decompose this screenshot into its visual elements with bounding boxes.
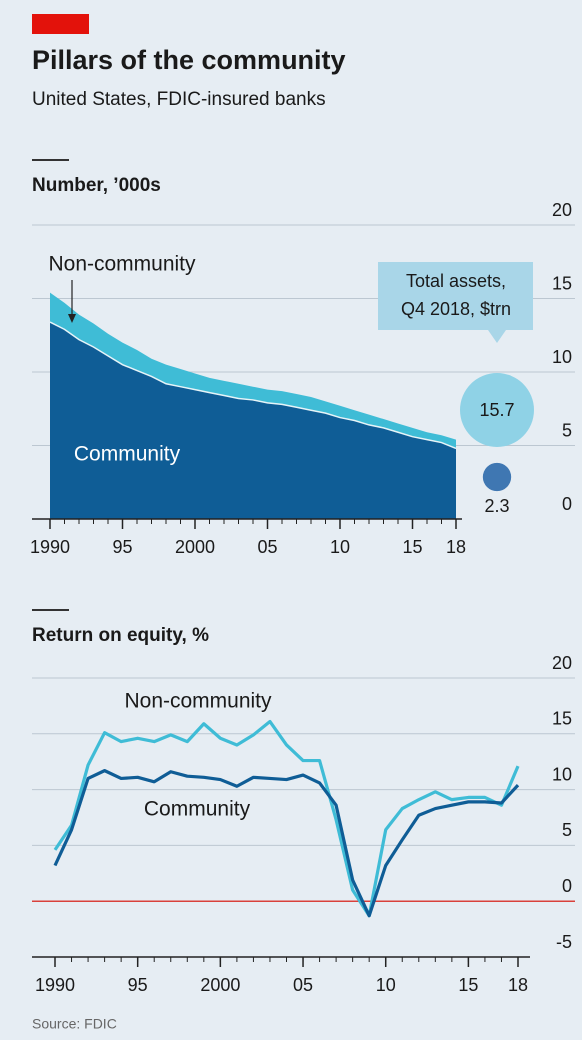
x-tick-label: 1990: [30, 537, 70, 557]
y-tick-label: 5: [562, 820, 572, 840]
y-tick-label: 10: [552, 347, 572, 367]
series-label: Community: [74, 443, 181, 466]
x-tick-label: 05: [293, 975, 313, 995]
x-tick-label: 10: [330, 537, 350, 557]
y-tick-label: 20: [552, 200, 572, 220]
source: Source: FDIC: [32, 1016, 117, 1032]
subtitle: United States, FDIC-insured banks: [32, 89, 326, 110]
bubble: [460, 373, 534, 447]
callout-title: Q4 2018, $trn: [401, 299, 511, 319]
series-label: Non-community: [124, 690, 272, 713]
line: [53, 719, 520, 918]
panel-title: Number, ’000s: [32, 175, 161, 196]
y-tick-label: -5: [556, 932, 572, 952]
y-tick-label: 20: [552, 653, 572, 673]
series-label: Community: [144, 798, 251, 821]
callout-pointer: [488, 330, 506, 343]
line: [53, 769, 520, 918]
x-tick-label: 95: [112, 537, 132, 557]
bubble-label: 15.7: [479, 400, 514, 420]
title: Pillars of the community: [32, 45, 346, 75]
y-tick-label: 0: [562, 876, 572, 896]
x-tick-label: 18: [508, 975, 528, 995]
y-tick-label: 15: [552, 709, 572, 729]
x-tick-label: 95: [128, 975, 148, 995]
plot-area: [32, 719, 575, 918]
red-tag: [32, 14, 89, 34]
stack-boundary: [49, 321, 457, 450]
plot-area: [49, 292, 457, 519]
x-tick-label: 15: [458, 975, 478, 995]
grid: [32, 677, 575, 846]
x-tick-label: 1990: [35, 975, 75, 995]
x-tick-label: 2000: [175, 537, 215, 557]
y-tick-label: 10: [552, 764, 572, 784]
bubble: [482, 462, 512, 492]
bubble-label: 2.3: [484, 496, 509, 516]
y-tick-label: 5: [562, 420, 572, 440]
y-tick-label: 0: [562, 494, 572, 514]
x-tick-label: 2000: [200, 975, 240, 995]
label-pointer-head: [68, 314, 76, 323]
x-tick-label: 15: [402, 537, 422, 557]
area: [50, 292, 456, 449]
panel-title: Return on equity, %: [32, 625, 209, 646]
series-label: Non-community: [48, 253, 196, 276]
y-tick-label: 15: [552, 273, 572, 293]
x-tick-label: 10: [376, 975, 396, 995]
x-tick-label: 05: [257, 537, 277, 557]
x-tick-label: 18: [446, 537, 466, 557]
callout-box: [378, 262, 533, 330]
area: [50, 322, 456, 519]
callout-title: Total assets,: [406, 271, 506, 291]
